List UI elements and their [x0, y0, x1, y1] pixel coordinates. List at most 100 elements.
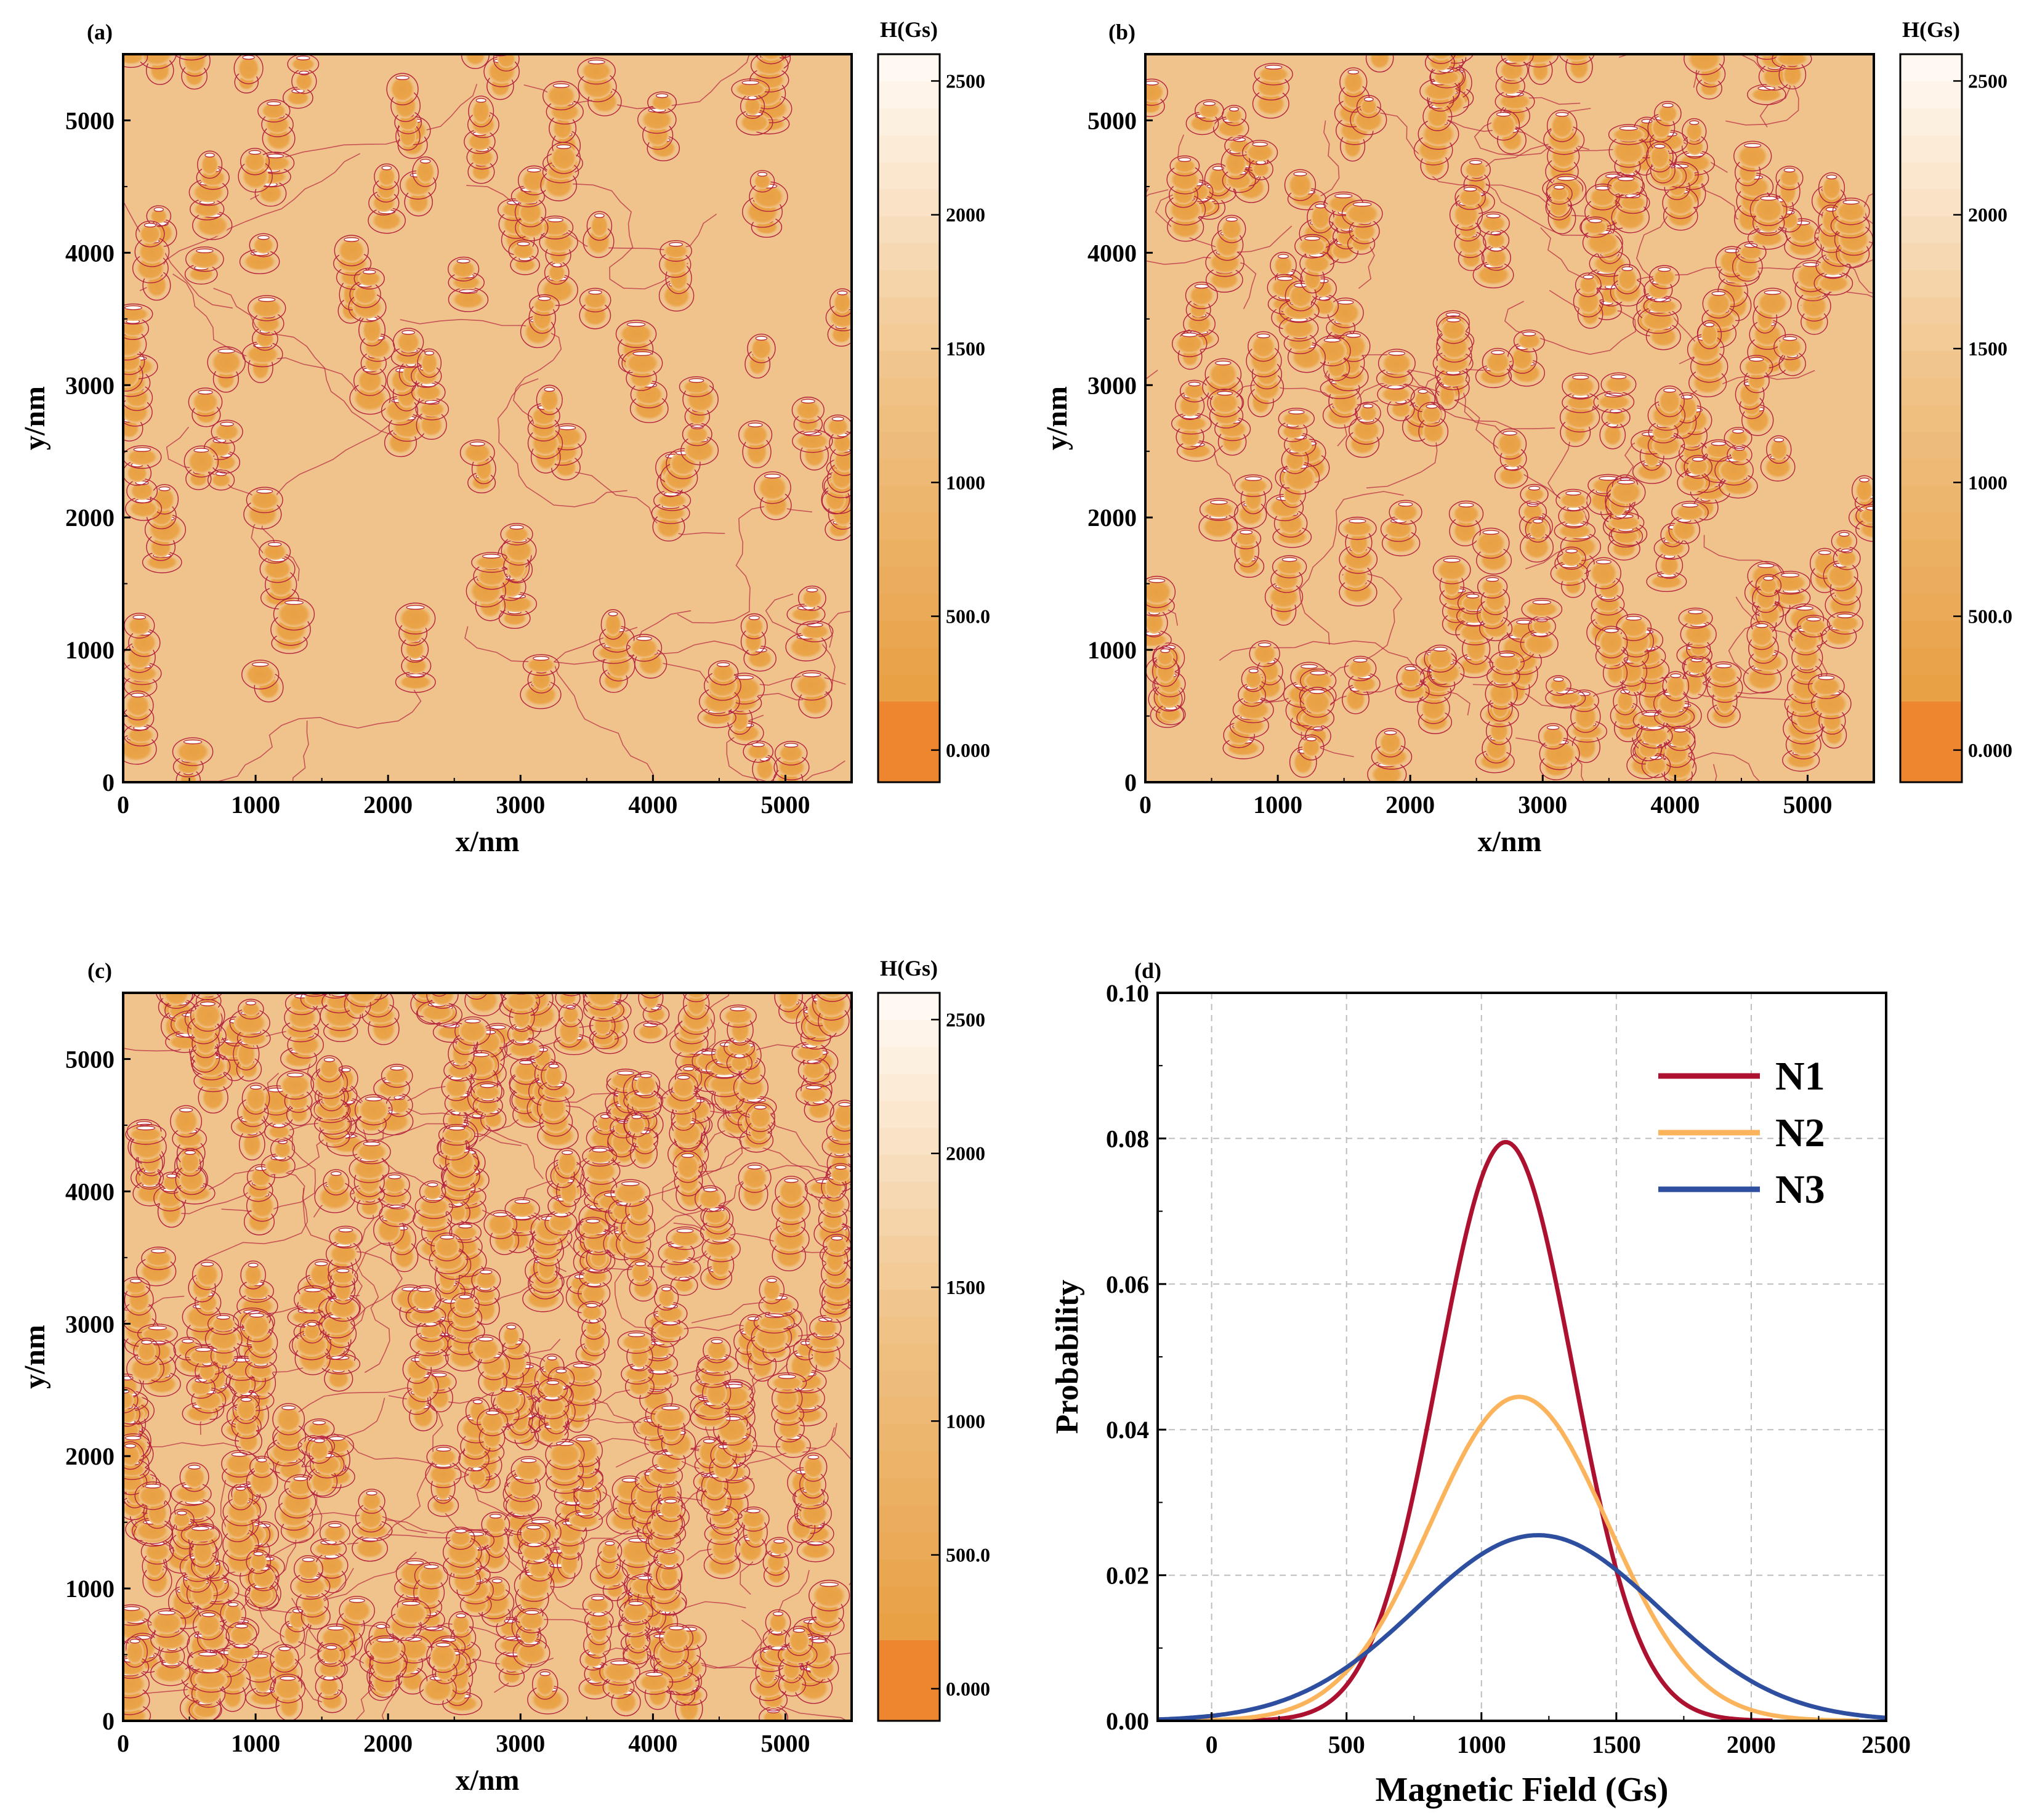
domain-cluster [1604, 477, 1646, 548]
domain-blob [132, 632, 156, 653]
domain-blob [509, 1200, 536, 1217]
domain-contour [621, 349, 663, 378]
domain-blob [249, 1690, 282, 1705]
domain-cluster [361, 993, 400, 1045]
domain-cluster [1278, 408, 1320, 495]
domain-core-ring [1653, 297, 1671, 302]
domain-contour [1195, 99, 1224, 122]
domain-cluster [411, 348, 450, 440]
domain-contour [241, 660, 280, 690]
domain-blob [247, 1183, 269, 1199]
domain-cluster [1660, 726, 1697, 782]
domain-blob [127, 727, 154, 743]
x-tick-label: 1000 [1253, 791, 1302, 819]
domain-blob [663, 254, 687, 275]
domain-core-ring [1418, 389, 1428, 394]
domain-blob [1637, 660, 1666, 681]
colorbar-tick-label: 2500 [946, 70, 985, 92]
domain-core-ring [458, 1223, 473, 1229]
domain-blob [1747, 667, 1778, 690]
domain-cluster [1432, 315, 1474, 410]
domain-core-ring [1240, 530, 1253, 535]
domain-blob [1304, 268, 1321, 290]
domain-core [349, 1599, 365, 1602]
domain-blob [297, 1288, 329, 1311]
domain-core-ring [1252, 142, 1269, 147]
colorbar-band [878, 350, 940, 378]
domain-core [1818, 676, 1834, 679]
domain-contour [402, 1354, 432, 1384]
domain-core [1716, 664, 1732, 668]
domain-blob [1859, 521, 1874, 539]
domain-contour [197, 150, 223, 179]
domain-core-ring [1744, 243, 1758, 248]
domain-core-ring [406, 1560, 424, 1566]
domain-core-ring [297, 1308, 315, 1314]
domain-blob [1831, 615, 1860, 631]
domain-blob [1796, 263, 1825, 289]
domain-blob [1511, 346, 1533, 371]
domain-contour [500, 523, 533, 546]
domain-blob [797, 1342, 814, 1357]
field-layer [123, 993, 852, 1721]
domain-core-ring [1281, 557, 1297, 562]
domain-contour [1396, 663, 1425, 692]
domain-core [785, 1179, 798, 1182]
domain-contour [1546, 109, 1578, 142]
domain-blob [1441, 318, 1466, 341]
domain-core-ring [124, 305, 143, 310]
domain-contour [1454, 185, 1486, 210]
domain-core [588, 60, 605, 63]
domain-blob [140, 54, 173, 66]
domain-core-ring [547, 217, 563, 222]
colorbar-band [1900, 54, 1962, 82]
domain-core [1578, 692, 1591, 695]
domain-core-ring [183, 739, 203, 745]
domain-cluster [142, 484, 187, 573]
domain-core [456, 1614, 466, 1617]
colorbar-tick-label: 1500 [1968, 338, 2007, 360]
domain-blob [126, 665, 158, 682]
domain-contour [1424, 54, 1455, 75]
domain-cluster [626, 634, 668, 679]
domain-blob [123, 419, 139, 439]
domain-cluster [123, 612, 162, 698]
domain-contour [392, 328, 424, 357]
domain-core [669, 243, 683, 246]
domain-core-ring [482, 554, 501, 559]
domain-core [134, 448, 151, 451]
domain-core [1203, 102, 1216, 105]
domain-contour [1461, 158, 1491, 182]
domain-blob [464, 443, 491, 463]
contour-line [830, 1427, 852, 1585]
domain-blob [804, 443, 825, 467]
domain-blob [1672, 519, 1696, 541]
domain-blob [472, 163, 491, 180]
domain-blob [1172, 185, 1195, 204]
domain-core [628, 1539, 647, 1542]
domain-core-ring [1763, 576, 1774, 581]
domain-blob [291, 57, 315, 71]
domain-core [331, 1172, 341, 1175]
domain-core [1605, 285, 1617, 289]
field-layer [123, 54, 852, 782]
domain-core [1826, 176, 1837, 179]
domain-blob [1855, 479, 1873, 503]
domain-cluster [184, 246, 224, 285]
domain-core [1294, 172, 1307, 176]
domain-core-ring [1783, 336, 1797, 341]
domain-cluster [123, 445, 163, 521]
domain-core-ring [420, 158, 431, 164]
domain-contour [459, 439, 495, 466]
domain-contour [797, 585, 826, 612]
domain-core-ring [632, 351, 652, 356]
domain-cluster [242, 295, 286, 383]
domain-core-ring [1546, 725, 1560, 730]
domain-core [757, 172, 767, 176]
domain-core [124, 306, 142, 309]
domain-cluster [257, 99, 296, 154]
domain-contour [1613, 264, 1642, 294]
domain-blob [1543, 741, 1576, 767]
domain-blob [1490, 720, 1509, 742]
domain-core-ring [1486, 577, 1499, 582]
